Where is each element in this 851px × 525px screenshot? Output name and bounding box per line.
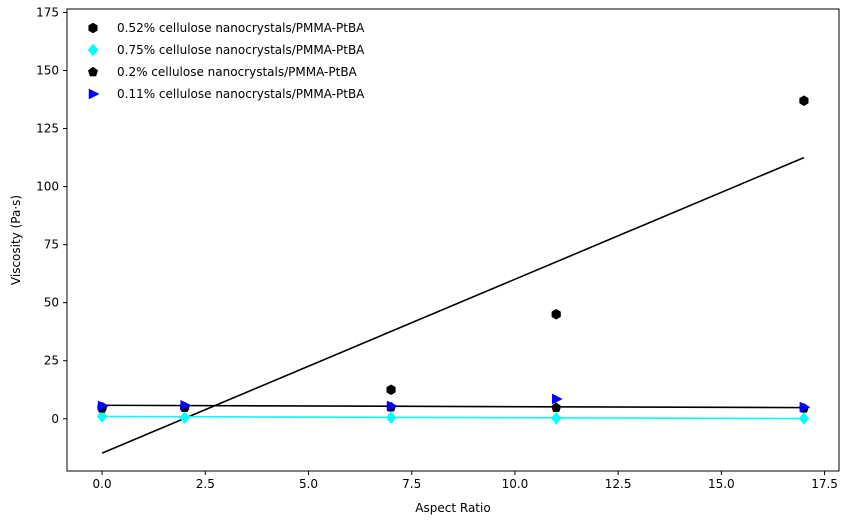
x-tick-label: 10.0 xyxy=(502,477,529,491)
legend-label-3: 0.11% cellulose nanocrystals/PMMA-PtBA xyxy=(117,87,365,101)
data-point-series-3 xyxy=(180,399,192,411)
data-point-series-1 xyxy=(385,411,397,424)
data-point-series-1 xyxy=(96,410,108,423)
data-point-series-2 xyxy=(551,402,562,412)
x-axis-label: Aspect Ratio xyxy=(415,501,490,515)
legend: 0.52% cellulose nanocrystals/PMMA-PtBA 0.… xyxy=(87,21,365,101)
x-tick-label: 7.5 xyxy=(402,477,421,491)
y-axis-label: Viscosity (Pa·s) xyxy=(9,195,23,285)
data-point-series-0 xyxy=(799,95,809,106)
legend-marker-3 xyxy=(88,88,100,100)
fit-line-series-2 xyxy=(102,404,804,409)
data-point-series-1 xyxy=(798,412,810,425)
x-tick-label: 0.0 xyxy=(93,477,112,491)
x-tick-label: 2.5 xyxy=(196,477,215,491)
data-point-series-3 xyxy=(799,401,811,413)
data-point-series-3 xyxy=(97,400,109,412)
y-tick-label: 75 xyxy=(44,238,59,252)
y-tick-label: 125 xyxy=(36,122,59,136)
legend-label-0: 0.52% cellulose nanocrystals/PMMA-PtBA xyxy=(117,21,365,35)
data-point-series-1 xyxy=(550,411,562,425)
data-point-series-0 xyxy=(551,309,561,320)
plot-frame xyxy=(66,8,840,472)
x-axis-ticks: 0.0 2.5 5.0 7.5 10.0 12.5 15.0 17.5 xyxy=(93,471,838,491)
y-tick-label: 50 xyxy=(44,296,59,310)
fit-line-series-0 xyxy=(101,156,805,454)
data-point-series-3 xyxy=(386,400,398,412)
y-tick-label: 175 xyxy=(36,5,59,19)
x-tick-label: 15.0 xyxy=(708,477,735,491)
x-tick-label: 12.5 xyxy=(605,477,632,491)
legend-label-1: 0.75% cellulose nanocrystals/PMMA-PtBA xyxy=(117,43,365,57)
legend-marker-2 xyxy=(87,66,99,77)
legend-marker-0 xyxy=(88,22,98,34)
data-point-series-1 xyxy=(179,411,190,424)
x-tick-label: 17.5 xyxy=(811,477,838,491)
legend-label-2: 0.2% cellulose nanocrystals/PMMA-PtBA xyxy=(117,65,358,79)
fit-lines xyxy=(101,156,805,454)
y-tick-label: 25 xyxy=(44,354,59,368)
fit-line-series-1 xyxy=(102,415,804,420)
x-tick-label: 5.0 xyxy=(299,477,318,491)
data-markers xyxy=(96,95,811,425)
y-axis-ticks: 0 25 50 75 100 125 150 175 xyxy=(36,5,67,426)
y-tick-label: 100 xyxy=(36,180,59,194)
y-tick-label: 0 xyxy=(51,412,59,426)
data-point-series-3 xyxy=(551,393,563,405)
data-point-series-0 xyxy=(386,384,396,396)
legend-marker-1 xyxy=(87,43,99,57)
y-tick-label: 150 xyxy=(36,64,59,78)
